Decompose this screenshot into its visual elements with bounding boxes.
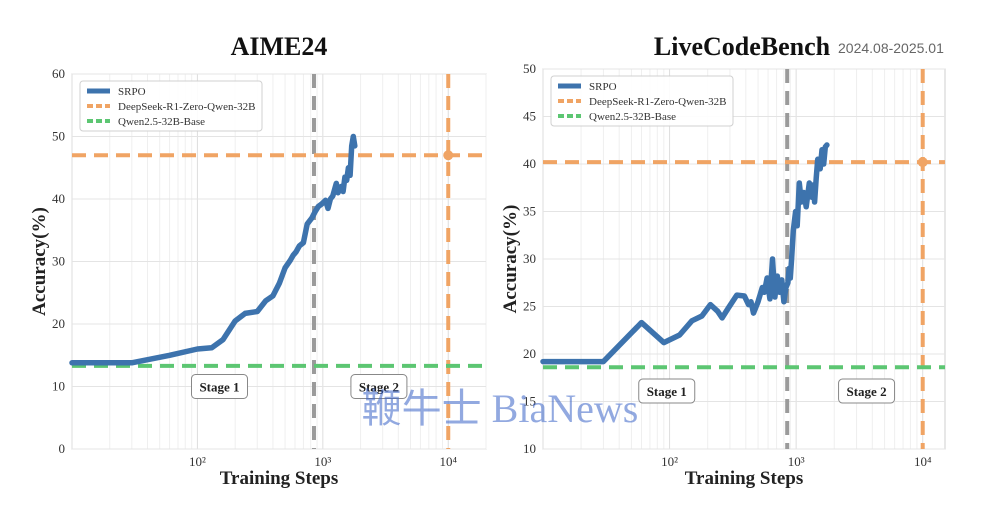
gridlines [71,73,487,450]
x-tick-label: 10⁴ [439,454,457,469]
y-tick-label: 25 [523,299,536,314]
legend-item-label: Qwen2.5-32B-Base [118,116,205,128]
stage-label-2: Stage 2 [847,384,887,399]
legend-item-label: DeepSeek-R1-Zero-Qwen-32B [118,101,255,113]
legend-item-label: SRPO [118,86,146,98]
stage-box-2 [838,378,896,404]
y-tick-label: 50 [523,61,536,76]
y-tick-label: 0 [59,441,66,456]
watermark: 鞭牛士 BiaNews [362,386,639,431]
y-tick-label: 45 [523,109,536,124]
x-axis-label: Training Steps [220,468,338,489]
stage-label-1: Stage 1 [199,380,239,395]
intersection-marker [917,157,928,168]
x-tick-label: 10² [189,454,206,469]
stage-label-2: Stage 2 [359,380,399,395]
x-tick-label: 10² [661,454,678,469]
stage-label-1: Stage 1 [647,384,687,399]
x-axis-label: Training Steps [685,468,803,489]
x-tick-label: 10³ [314,454,331,469]
intersection-marker [443,150,454,161]
series-line-srpo [540,142,830,365]
chart-title: LiveCodeBench [654,32,831,61]
stage-box-2 [350,374,408,399]
x-tick-label: 10⁴ [914,454,932,469]
x-tick-label: 10³ [788,454,805,469]
y-tick-label: 30 [52,254,65,269]
stage-box-1 [638,378,696,404]
chart-1: AIME24 0 10 20 30 40 50 60 10² 10³ 10⁴ Training Ste… [29,32,487,489]
y-tick-label: 10 [523,441,536,456]
series-line-srpo [69,133,358,366]
legend-item-label: DeepSeek-R1-Zero-Qwen-32B [589,96,726,108]
y-tick-label: 10 [52,379,65,394]
y-tick-label: 20 [523,346,536,361]
legend-item-label: Qwen2.5-32B-Base [589,111,676,123]
legend-box [550,75,734,127]
legend: SRPO DeepSeek-R1-Zero-Qwen-32B Qwen2.5-32B… [550,75,734,127]
y-axis-label: Accuracy(%) [500,205,521,314]
y-tick-label: 40 [523,156,536,171]
y-tick-label: 35 [523,204,536,219]
y-tick-label: 15 [523,394,536,409]
y-tick-label: 60 [52,66,65,81]
legend: SRPO DeepSeek-R1-Zero-Qwen-32B Qwen2.5-32B… [79,80,263,132]
y-tick-label: 40 [52,191,65,206]
stage-box-1 [190,374,248,399]
legend-box [79,80,263,132]
chart-subtitle: 2024.08-2025.01 [838,40,944,56]
y-tick-label: 20 [52,316,65,331]
y-tick-label: 30 [523,251,536,266]
chart-title: AIME24 [231,32,328,61]
chart-2: LiveCodeBench 2024.08-2025.01 10 15 20 25 30 35… [500,32,946,489]
legend-item-label: SRPO [589,81,617,93]
y-tick-label: 50 [52,129,65,144]
y-axis-label: Accuracy(%) [29,207,50,316]
